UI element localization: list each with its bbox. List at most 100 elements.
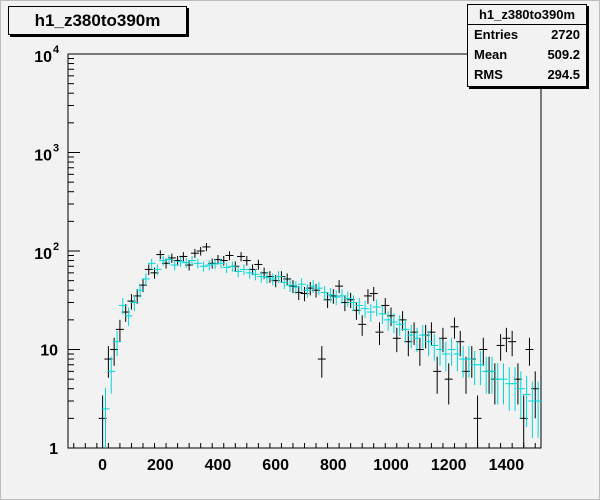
data-point — [508, 330, 517, 357]
data-point — [257, 271, 266, 283]
data-point — [320, 285, 329, 300]
chart-title: h1_z380to390m — [8, 6, 187, 35]
data-point — [392, 327, 401, 353]
stats-label: RMS — [474, 67, 503, 82]
data-point — [176, 257, 185, 267]
x-tick-label: 1400 — [489, 457, 525, 474]
data-point — [464, 346, 473, 378]
data-point — [502, 327, 511, 353]
data-point — [361, 300, 370, 318]
y-tick-exponent: 2 — [53, 241, 59, 253]
stats-row-mean: Mean 509.2 — [468, 45, 586, 65]
data-point — [349, 295, 358, 312]
data-point — [499, 363, 508, 405]
stats-box-title: h1_z380to390m — [468, 5, 586, 25]
data-point — [424, 330, 433, 357]
data-point — [124, 307, 133, 327]
data-point — [190, 249, 199, 258]
data-point — [363, 289, 372, 304]
data-point — [303, 283, 312, 298]
data-point — [199, 261, 208, 272]
data-point — [297, 278, 306, 292]
data-point — [251, 269, 260, 281]
x-tick-label: 1200 — [431, 457, 467, 474]
data-point — [378, 305, 387, 324]
series-1 — [101, 255, 543, 448]
data-point — [268, 273, 277, 286]
data-point — [395, 315, 404, 336]
data-point — [280, 276, 289, 290]
y-tick-exponent: 4 — [53, 44, 60, 56]
data-point — [381, 298, 390, 315]
data-point — [522, 376, 531, 428]
data-point — [101, 387, 110, 448]
data-point — [118, 298, 127, 315]
stats-box: h1_z380to390m Entries 2720 Mean 509.2 RM… — [467, 4, 587, 87]
stats-value: 2720 — [551, 27, 580, 42]
data-point — [314, 281, 323, 296]
data-point — [407, 324, 416, 349]
data-point — [412, 327, 421, 353]
data-point — [511, 367, 520, 411]
data-point — [242, 256, 251, 266]
data-point — [164, 255, 173, 265]
data-point — [286, 279, 295, 293]
y-tick-label: 10 — [34, 49, 52, 66]
data-point — [355, 298, 364, 315]
data-point — [228, 261, 237, 272]
data-point — [193, 258, 202, 269]
data-point — [430, 334, 439, 361]
data-point — [237, 252, 246, 262]
data-point — [433, 356, 442, 394]
data-point — [479, 337, 488, 366]
data-point — [115, 319, 124, 342]
data-point — [436, 337, 445, 366]
data-point — [153, 264, 162, 276]
data-point — [216, 258, 225, 269]
data-point — [136, 283, 145, 298]
data-point — [516, 371, 525, 419]
y-tick-exponent: 3 — [53, 143, 59, 155]
data-point — [170, 260, 179, 271]
data-point — [389, 313, 398, 334]
data-point — [505, 367, 514, 411]
data-point — [113, 330, 122, 357]
series-0 — [98, 243, 540, 448]
data-point — [418, 324, 427, 349]
data-point — [107, 356, 116, 394]
data-point — [188, 256, 197, 266]
y-tick-label: 10 — [34, 148, 52, 165]
data-point — [441, 341, 450, 372]
stats-value: 509.2 — [547, 47, 580, 62]
data-point — [444, 363, 453, 405]
data-point — [182, 258, 191, 268]
data-point — [326, 288, 335, 303]
data-point — [401, 319, 410, 342]
data-point — [239, 264, 248, 276]
data-point — [372, 299, 381, 317]
data-point — [335, 280, 344, 294]
stats-row-rms: RMS 294.5 — [468, 65, 586, 85]
data-point — [366, 304, 375, 322]
data-point — [447, 337, 456, 366]
data-point — [453, 341, 462, 372]
x-tick-label: 1000 — [373, 457, 409, 474]
data-point — [487, 356, 496, 394]
data-point — [202, 243, 211, 252]
data-point — [525, 337, 534, 366]
data-point — [245, 267, 254, 279]
stats-label: Mean — [474, 47, 508, 62]
stats-label: Entries — [474, 27, 519, 42]
data-point — [473, 395, 482, 448]
data-point — [476, 351, 485, 386]
data-point — [225, 251, 234, 261]
data-point — [534, 381, 543, 438]
plot-frame — [67, 53, 542, 449]
data-point — [156, 250, 165, 260]
x-tick-label: 200 — [147, 457, 174, 474]
x-tick-label: 400 — [205, 457, 232, 474]
y-tick-label: 1 — [49, 441, 58, 458]
data-point — [274, 271, 283, 283]
data-point — [159, 256, 168, 266]
